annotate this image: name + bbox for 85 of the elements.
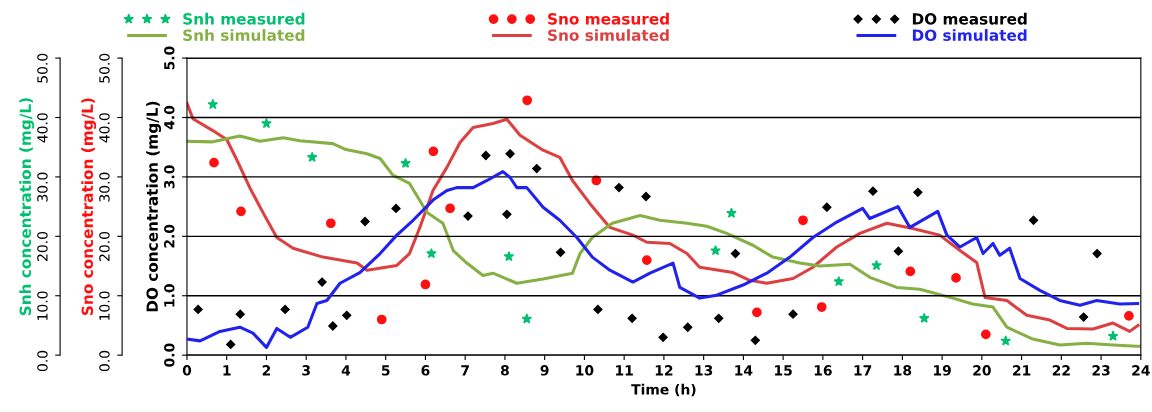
point	[627, 313, 637, 323]
point	[226, 339, 236, 350]
legend-label: DO measured	[912, 12, 1027, 25]
y2-tick-label: 40.0	[37, 113, 48, 143]
point	[193, 304, 203, 315]
legend-label: Snh measured	[183, 12, 305, 25]
x-tick-label: 2	[262, 365, 271, 376]
point	[235, 309, 245, 319]
point	[788, 309, 798, 319]
y3-tick-label: 50.0	[99, 53, 110, 83]
x-tick-label: 4	[341, 365, 351, 376]
point	[342, 310, 352, 320]
point	[750, 335, 760, 345]
point	[555, 247, 566, 257]
y3-axis-title: Snh concentration (mg/L)	[19, 98, 35, 316]
x-tick-label: 17	[854, 365, 872, 376]
y-tick-label: 2.0	[164, 224, 175, 248]
y2-tick-label: 20.0	[37, 231, 48, 261]
x-tick-label: 15	[775, 365, 792, 376]
y2-tick-label: 50.0	[37, 53, 48, 83]
x-tick-label: 16	[814, 365, 832, 376]
x-tick-label: 23	[1092, 365, 1110, 376]
point	[505, 149, 515, 159]
x-tick-label: 9	[540, 365, 549, 376]
point	[1028, 215, 1039, 225]
x-tick-label: 5	[381, 365, 390, 376]
y2-tick-label: 30.0	[37, 172, 48, 202]
point	[683, 322, 693, 332]
x-tick-label: 13	[695, 365, 713, 376]
x-tick-label: 14	[735, 365, 753, 376]
x-tick-label: 3	[302, 365, 310, 376]
y-tick-label: 3.0	[164, 165, 175, 189]
point	[893, 246, 904, 256]
x-tick-label: 24	[1132, 365, 1150, 376]
legend-label: DO simulated	[912, 29, 1027, 41]
y2-tick-label: 0.0	[37, 350, 48, 372]
x-axis-title: Time (h)	[631, 383, 696, 397]
y-tick-label: 5.0	[164, 46, 175, 70]
y3-tick-label: 10.0	[99, 291, 110, 320]
legend-label: Snh simulated	[183, 29, 305, 41]
x-tick-label: 0	[182, 365, 192, 376]
point	[868, 186, 878, 196]
y-tick-label: 1.0	[164, 284, 175, 307]
point	[481, 150, 491, 161]
x-tick-label: 6	[421, 365, 430, 376]
y-axis-title: DO concentration (mg/L)	[146, 101, 162, 312]
point	[658, 332, 668, 342]
point	[280, 304, 290, 315]
x-tick-label: 12	[655, 365, 673, 376]
point	[317, 277, 327, 287]
point	[502, 209, 512, 219]
point	[593, 304, 603, 315]
point	[360, 216, 370, 227]
y3-tick-label: 40.0	[99, 113, 110, 143]
point	[614, 182, 624, 193]
point	[730, 248, 741, 259]
point	[463, 211, 473, 221]
y-tick-label: 4.0	[164, 105, 175, 130]
y3-tick-label: 20.0	[99, 231, 110, 261]
x-tick-label: 11	[616, 365, 633, 376]
x-tick-label: 10	[576, 365, 594, 376]
legend-label: Sno simulated	[548, 29, 669, 41]
point	[1092, 248, 1102, 259]
x-tick-label: 18	[894, 365, 912, 376]
x-tick-label: 7	[461, 365, 469, 376]
point	[822, 202, 832, 212]
point	[391, 203, 401, 214]
point	[641, 191, 651, 202]
y3-tick-label: 0.0	[99, 350, 110, 372]
x-tick-label: 21	[1013, 365, 1031, 376]
y-tick-label: 0.0	[164, 343, 175, 367]
y2-tick-label: 10.0	[37, 291, 48, 320]
point	[328, 321, 338, 331]
x-tick-label: 8	[500, 365, 509, 376]
y3-tick-label: 30.0	[99, 172, 110, 202]
x-tick-label: 22	[1052, 365, 1070, 376]
point	[714, 313, 724, 323]
x-tick-label: 19	[934, 365, 951, 376]
point	[913, 187, 923, 197]
legend-label: Sno measured	[548, 12, 669, 25]
point	[1078, 312, 1089, 322]
point	[532, 163, 542, 174]
x-tick-label: 20	[973, 365, 991, 376]
y2-axis-title: Sno concentration (mg/L)	[81, 98, 97, 315]
x-tick-label: 1	[223, 365, 231, 376]
